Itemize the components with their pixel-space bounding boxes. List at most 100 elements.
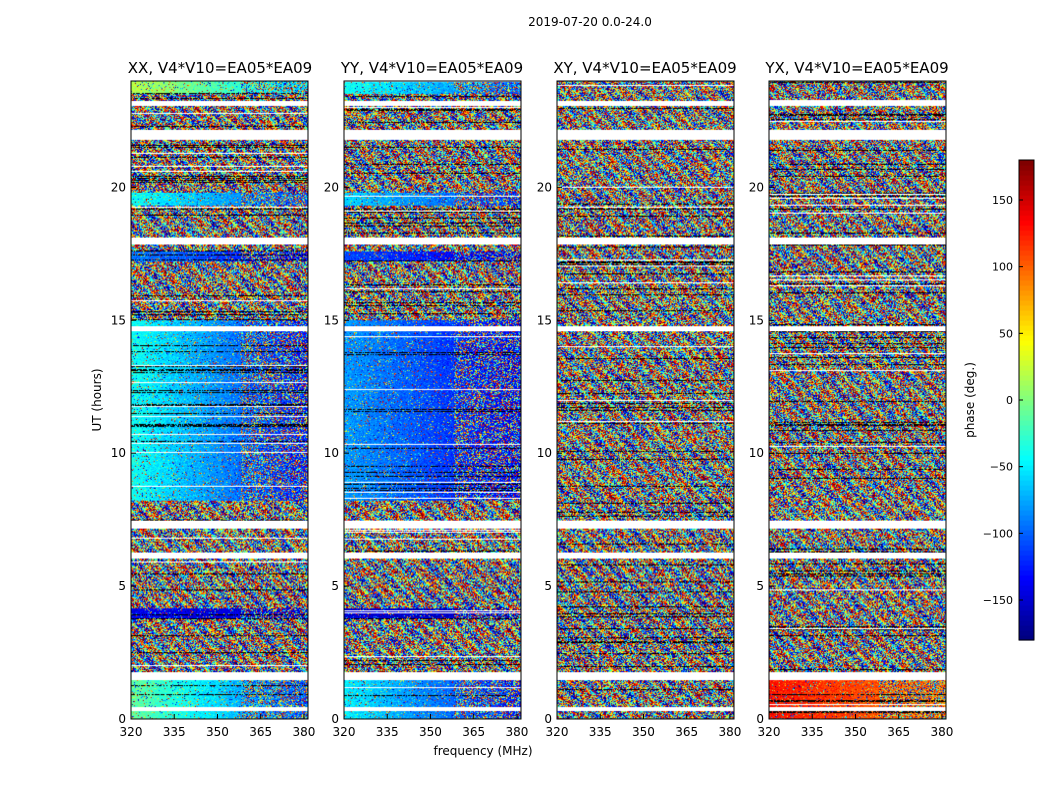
colorbar-swatch [1019, 350, 1034, 356]
colorbar-swatch [1019, 285, 1034, 291]
x-tick-label: 335 [163, 725, 186, 739]
panel-title: YX, V4*V10=EA05*EA09 [764, 59, 948, 77]
colorbar-tick-label: 100 [992, 261, 1013, 274]
heatmap-layer [131, 81, 946, 719]
y-tick-label: 15 [537, 313, 552, 327]
colorbar-swatch [1019, 185, 1034, 191]
colorbar-swatch [1019, 480, 1034, 486]
colorbar-swatch [1019, 345, 1034, 351]
x-tick-label: 365 [887, 725, 910, 739]
x-tick-label: 320 [120, 725, 143, 739]
colorbar-swatch [1019, 595, 1034, 601]
colorbar-swatch [1019, 590, 1034, 596]
colorbar-swatch [1019, 305, 1034, 311]
colorbar-swatch [1019, 515, 1034, 521]
colorbar-swatch [1019, 520, 1034, 526]
axes-frame [130, 80, 309, 720]
colorbar-swatch [1019, 195, 1034, 201]
y-tick-label: 5 [118, 579, 126, 593]
colorbar-swatch [1019, 490, 1034, 496]
y-tick-label: 5 [544, 579, 552, 593]
colorbar-swatch [1019, 560, 1034, 566]
x-tick-label: 380 [931, 725, 954, 739]
colorbar-swatch [1019, 415, 1034, 421]
colorbar-swatch [1019, 200, 1034, 206]
y-tick-label: 0 [756, 712, 764, 726]
panel-yy: YY, V4*V10=EA05*EA09 [340, 59, 523, 77]
colorbar-swatch [1019, 220, 1034, 226]
colorbar-swatch [1019, 630, 1034, 636]
colorbar-swatch [1019, 500, 1034, 506]
colorbar-tick-label: 150 [992, 194, 1013, 207]
colorbar-swatch [1019, 425, 1034, 431]
colorbar-tick-label: 50 [999, 327, 1013, 340]
colorbar-swatch [1019, 580, 1034, 586]
x-tick-label: 365 [249, 725, 272, 739]
x-tick-label: 380 [719, 725, 742, 739]
x-tick-label: 320 [758, 725, 781, 739]
colorbar-swatch [1019, 625, 1034, 631]
colorbar-swatch [1019, 455, 1034, 461]
x-tick-label: 380 [506, 725, 529, 739]
colorbar-swatch [1019, 255, 1034, 261]
x-tick-label: 350 [419, 725, 442, 739]
phase-heatmap-image [769, 81, 946, 719]
y-tick-label: 5 [331, 579, 339, 593]
colorbar-swatch [1019, 275, 1034, 281]
x-tick-label: 380 [293, 725, 316, 739]
colorbar-swatch [1019, 550, 1034, 556]
colorbar-swatch [1019, 335, 1034, 341]
colorbar-tick-label: −150 [983, 594, 1013, 607]
colorbar-swatch [1019, 525, 1034, 531]
colorbar-swatch [1019, 190, 1034, 196]
axes-layer: 320 335 350 365 380 0 5 10 15 20 320 335 350 365 380 0 5… [111, 80, 954, 739]
y-tick-label: 20 [749, 180, 764, 194]
colorbar-swatch [1019, 240, 1034, 246]
colorbar-swatch [1019, 225, 1034, 231]
y-tick-label: 20 [537, 180, 552, 194]
x-tick-label: 350 [844, 725, 867, 739]
colorbar-swatch [1019, 450, 1034, 456]
x-tick-label: 350 [206, 725, 229, 739]
y-tick-label: 0 [544, 712, 552, 726]
colorbar-swatch [1019, 215, 1034, 221]
y-tick-label: 20 [111, 180, 126, 194]
colorbar-swatch [1019, 290, 1034, 296]
colorbar-swatch [1019, 355, 1034, 361]
x-tick-label: 335 [589, 725, 612, 739]
colorbar-swatch [1019, 205, 1034, 211]
colorbar-swatch [1019, 410, 1034, 416]
colorbar-swatch [1019, 360, 1034, 366]
panel-xx: XX, V4*V10=EA05*EA09 [128, 59, 312, 77]
colorbar-swatch [1019, 170, 1034, 176]
colorbar-swatch [1019, 545, 1034, 551]
colorbar-swatch [1019, 505, 1034, 511]
y-axis-label: UT (hours) [90, 368, 104, 431]
colorbar-swatch [1019, 380, 1034, 386]
colorbar-swatch [1019, 385, 1034, 391]
colorbar-swatch [1019, 390, 1034, 396]
panel-title: XY, V4*V10=EA05*EA09 [553, 59, 736, 77]
colorbar-swatch [1019, 540, 1034, 546]
colorbar-swatch [1019, 405, 1034, 411]
x-axis-label: frequency (MHz) [433, 744, 532, 758]
phase-heatmap-image [557, 81, 734, 719]
colorbar-label: phase (deg.) [963, 362, 977, 438]
colorbar-swatch [1019, 210, 1034, 216]
colorbar-swatch [1019, 330, 1034, 336]
colorbar-swatch [1019, 620, 1034, 626]
colorbar-swatch [1019, 615, 1034, 621]
x-tick-label: 350 [632, 725, 655, 739]
y-tick-label: 15 [749, 313, 764, 327]
colorbar-swatch [1019, 235, 1034, 241]
colorbar-swatch [1019, 440, 1034, 446]
colorbar-swatch [1019, 310, 1034, 316]
x-tick-label: 365 [462, 725, 485, 739]
y-tick-label: 10 [324, 446, 339, 460]
axes-frame [556, 80, 735, 720]
panel-title: XX, V4*V10=EA05*EA09 [128, 59, 312, 77]
y-tick-label: 15 [111, 313, 126, 327]
colorbar-swatch [1019, 265, 1034, 271]
y-tick-label: 5 [756, 579, 764, 593]
panel-title: YY, V4*V10=EA05*EA09 [340, 59, 523, 77]
